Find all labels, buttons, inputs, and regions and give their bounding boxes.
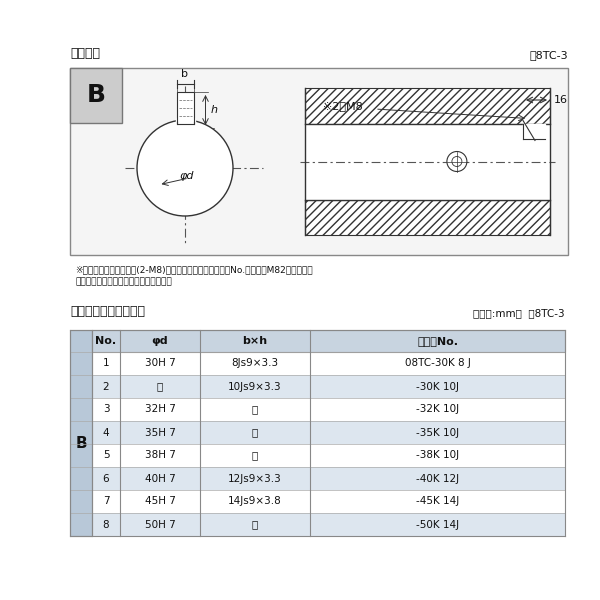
- Bar: [92, 352, 565, 375]
- Text: -30K 10J: -30K 10J: [416, 382, 459, 391]
- Text: 図8TC-3: 図8TC-3: [529, 50, 568, 60]
- Text: 10Js9×3.3: 10Js9×3.3: [228, 382, 282, 391]
- Circle shape: [137, 120, 233, 216]
- Text: 40H 7: 40H 7: [145, 473, 175, 484]
- Text: B: B: [86, 83, 106, 107]
- Text: -38K 10J: -38K 10J: [416, 451, 459, 461]
- Text: -50K 14J: -50K 14J: [416, 520, 459, 529]
- Bar: [92, 421, 565, 444]
- Bar: [92, 398, 565, 421]
- Bar: [70, 330, 92, 536]
- Text: b: b: [182, 69, 188, 79]
- Text: 7: 7: [103, 497, 109, 506]
- Text: 32H 7: 32H 7: [145, 404, 175, 415]
- Bar: [92, 490, 565, 513]
- Text: B: B: [75, 437, 87, 451]
- Text: 〃: 〃: [157, 382, 163, 391]
- Text: 軸穴形状: 軸穴形状: [70, 47, 100, 60]
- Text: 08TC-30K 8 J: 08TC-30K 8 J: [404, 358, 470, 368]
- Text: -40K 12J: -40K 12J: [416, 473, 459, 484]
- Text: φd: φd: [152, 336, 169, 346]
- Text: ※セットボルト用タップ(2-M8)が必要な場合は右記コードNo.の末尾にM82を付ける。: ※セットボルト用タップ(2-M8)が必要な場合は右記コードNo.の末尾にM82を…: [75, 265, 313, 274]
- Text: 〃: 〃: [252, 427, 258, 437]
- Text: 38H 7: 38H 7: [145, 451, 175, 461]
- Bar: [70, 68, 568, 255]
- Text: 50H 7: 50H 7: [145, 520, 175, 529]
- Text: 16: 16: [554, 95, 568, 105]
- Text: 45H 7: 45H 7: [145, 497, 175, 506]
- Text: 軸穴形状コード一覧表: 軸穴形状コード一覧表: [70, 305, 145, 318]
- Text: 30H 7: 30H 7: [145, 358, 175, 368]
- Bar: [305, 88, 550, 124]
- Text: -32K 10J: -32K 10J: [416, 404, 459, 415]
- Bar: [305, 199, 550, 235]
- Text: No.: No.: [95, 336, 116, 346]
- Text: コードNo.: コードNo.: [417, 336, 458, 346]
- Text: -35K 10J: -35K 10J: [416, 427, 459, 437]
- Bar: [92, 513, 565, 536]
- Text: 〃: 〃: [252, 404, 258, 415]
- Text: ※2－M8: ※2－M8: [323, 101, 363, 111]
- Text: （単位:mm）  表8TC-3: （単位:mm） 表8TC-3: [473, 308, 565, 318]
- Text: 〃: 〃: [252, 520, 258, 529]
- Text: 8Js9×3.3: 8Js9×3.3: [232, 358, 278, 368]
- Text: 2: 2: [103, 382, 109, 391]
- Bar: [305, 124, 550, 199]
- Bar: [176, 92, 193, 124]
- Polygon shape: [176, 118, 194, 130]
- Text: 〃: 〃: [252, 451, 258, 461]
- Text: 4: 4: [103, 427, 109, 437]
- Bar: [92, 467, 565, 490]
- Text: 1: 1: [103, 358, 109, 368]
- Text: h: h: [211, 105, 218, 115]
- Text: 12Js9×3.3: 12Js9×3.3: [228, 473, 282, 484]
- Text: （セットボルトは付属されています。）: （セットボルトは付属されています。）: [75, 277, 172, 286]
- Circle shape: [447, 151, 467, 172]
- Text: 8: 8: [103, 520, 109, 529]
- Polygon shape: [523, 124, 545, 139]
- Bar: [92, 330, 565, 352]
- Text: b×h: b×h: [242, 336, 268, 346]
- Bar: [92, 375, 565, 398]
- Bar: [92, 444, 565, 467]
- Text: 5: 5: [103, 451, 109, 461]
- Text: -45K 14J: -45K 14J: [416, 497, 459, 506]
- Circle shape: [452, 157, 462, 166]
- Text: 14Js9×3.8: 14Js9×3.8: [228, 497, 282, 506]
- Text: 3: 3: [103, 404, 109, 415]
- Text: 35H 7: 35H 7: [145, 427, 175, 437]
- Text: 6: 6: [103, 473, 109, 484]
- Text: φd: φd: [180, 171, 194, 181]
- Bar: [70, 68, 122, 123]
